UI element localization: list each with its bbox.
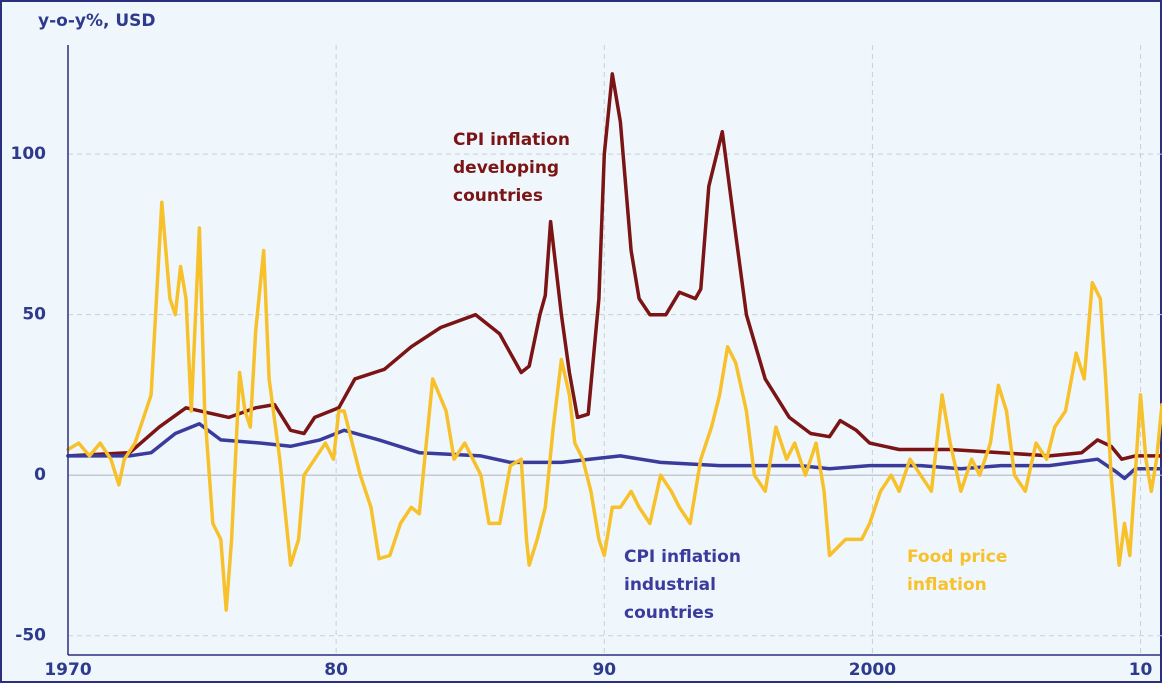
annotation: developing: [453, 158, 559, 178]
annotations: CPI inflation developing countries CPI i…: [453, 130, 1007, 623]
annotation: CPI inflation: [453, 130, 570, 150]
y-tick-label: 100: [11, 144, 47, 164]
series-line: [66, 72, 1162, 461]
annotation: Food price: [907, 547, 1007, 567]
annotation: inflation: [907, 575, 987, 595]
series-line: [66, 200, 1162, 612]
lines: [66, 72, 1162, 612]
axis-label: y-o-y%, USD: [38, 11, 156, 31]
x-tick-label: 2000: [849, 660, 896, 680]
x-tick-label: 80: [324, 660, 348, 680]
x-tick-label: 10: [1129, 660, 1153, 680]
annotation: CPI inflation: [624, 547, 741, 567]
series-line: [66, 422, 1162, 481]
y-tick-label: 0: [34, 465, 46, 485]
x-tick-label: 1970: [44, 660, 91, 680]
y-tick-label: 50: [22, 305, 46, 325]
annotation: countries: [624, 603, 714, 623]
x-tick-label: 90: [592, 660, 616, 680]
y-tick-label: -50: [15, 626, 46, 646]
tick-labels: -50 0 50 100 1970 80 90 2000 10: [11, 144, 1153, 680]
annotation: countries: [453, 186, 543, 206]
annotation: industrial: [624, 575, 716, 595]
